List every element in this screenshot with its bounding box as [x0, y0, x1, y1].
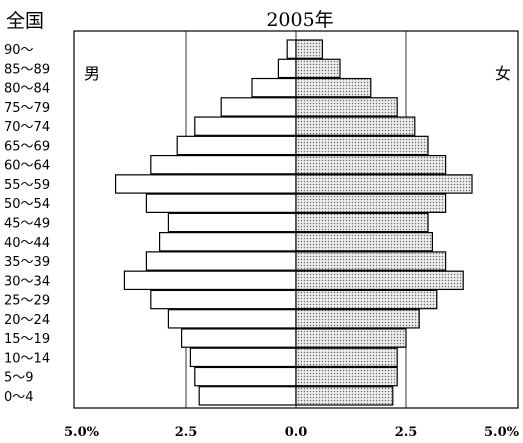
bar-female-3	[295, 97, 398, 117]
x-tick-label-4: 5.0%	[484, 425, 520, 440]
bar-female-0	[295, 39, 323, 59]
bar-female-15	[295, 328, 407, 348]
legend-female: 女	[495, 64, 511, 83]
bar-male-0	[286, 39, 297, 59]
age-label-12: 30～34	[4, 274, 50, 289]
age-label-6: 60～64	[4, 159, 50, 174]
x-tick-label-1: 2.5	[175, 425, 198, 440]
legend-male: 男	[84, 64, 100, 83]
bar-female-4	[295, 116, 416, 136]
x-tick-label-3: 2.5	[395, 425, 418, 440]
bar-female-17	[295, 366, 398, 387]
age-label-9: 45～49	[4, 217, 50, 232]
bars-group	[114, 39, 473, 406]
age-label-18: 0～4	[4, 390, 34, 405]
bar-female-7	[295, 174, 473, 194]
bar-female-10	[295, 232, 433, 252]
bar-male-12	[123, 270, 297, 291]
bar-male-5	[176, 135, 297, 156]
age-label-1: 85～89	[4, 62, 50, 77]
age-label-4: 70～74	[4, 120, 50, 135]
bar-female-11	[295, 251, 447, 271]
bar-female-12	[295, 270, 464, 291]
bar-male-16	[189, 347, 297, 368]
bar-male-17	[194, 366, 297, 387]
bar-male-9	[167, 212, 297, 233]
bar-female-13	[295, 289, 438, 310]
age-label-14: 20～24	[4, 313, 50, 328]
bar-male-14	[167, 309, 297, 329]
bar-female-5	[295, 135, 429, 156]
x-tick-labels: 5.0% 2.5 0.0 2.5 5.0%	[64, 425, 520, 440]
bar-male-4	[194, 116, 297, 136]
bar-female-8	[295, 193, 447, 213]
bar-male-2	[251, 77, 297, 98]
bar-male-1	[277, 58, 297, 79]
age-labels: 90～ 85～89 80～84 75～79 70～74 65～69 60～64 55～59 50…	[4, 43, 50, 405]
age-label-11: 35～39	[4, 255, 50, 270]
x-tick-label-0: 5.0%	[64, 425, 100, 440]
age-label-0: 90～	[4, 43, 34, 58]
age-label-17: 5～9	[4, 371, 34, 386]
region-label: 全国	[6, 10, 44, 32]
age-label-10: 40～44	[4, 236, 50, 251]
age-label-7: 55～59	[4, 178, 50, 193]
chart-title: 2005年	[266, 9, 333, 31]
age-label-15: 15～19	[4, 332, 50, 347]
age-label-8: 50～54	[4, 197, 50, 212]
bar-female-16	[295, 347, 398, 368]
bar-female-9	[295, 212, 429, 233]
bar-female-14	[295, 309, 420, 329]
bar-female-2	[295, 77, 372, 98]
bar-male-10	[159, 232, 297, 252]
bar-male-3	[220, 97, 297, 117]
age-label-16: 10～14	[4, 351, 50, 366]
bar-female-6	[295, 154, 447, 175]
age-label-3: 75～79	[4, 101, 50, 116]
bar-male-7	[114, 174, 297, 194]
bar-male-11	[145, 251, 297, 271]
age-label-2: 80～84	[4, 82, 50, 97]
age-label-5: 65～69	[4, 139, 50, 154]
bar-male-13	[150, 289, 297, 310]
bar-male-6	[150, 154, 297, 175]
bar-male-8	[145, 193, 297, 213]
bar-female-18	[295, 386, 394, 406]
x-tick-label-2: 0.0	[285, 425, 308, 440]
bar-male-18	[198, 386, 297, 406]
bar-male-15	[181, 328, 297, 348]
bar-female-1	[295, 58, 341, 79]
age-label-13: 25～29	[4, 294, 50, 309]
